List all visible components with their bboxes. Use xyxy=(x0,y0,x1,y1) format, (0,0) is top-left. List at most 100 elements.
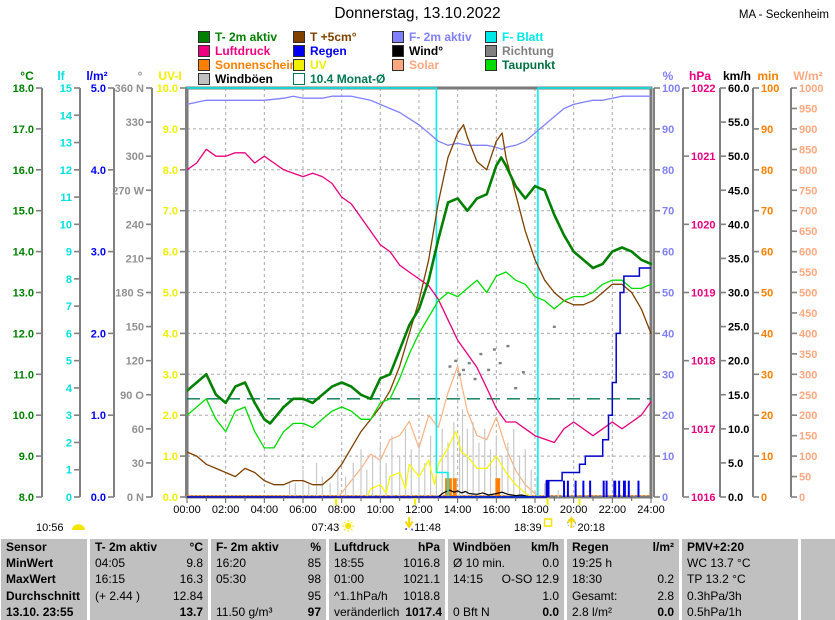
svg-text:210: 210 xyxy=(126,253,144,265)
svg-text:1020: 1020 xyxy=(691,219,715,231)
svg-text:50.0: 50.0 xyxy=(728,151,749,163)
legend-item-t-5cm-: T +5cm° xyxy=(293,30,357,44)
svg-text:5.0: 5.0 xyxy=(91,83,106,95)
svg-text:50: 50 xyxy=(799,472,811,484)
table-cell: veränderlich 1017.4 xyxy=(334,604,443,619)
svg-text:20.0: 20.0 xyxy=(728,356,749,368)
svg-text:7.0: 7.0 xyxy=(163,206,178,218)
svg-text:0.0: 0.0 xyxy=(728,492,743,504)
legend-label: F- 2m aktiv xyxy=(409,29,472,44)
axis-wm2: 1000950900850800750700650600550500450400… xyxy=(790,69,823,504)
axis-uv: 10.0 9.0 8.0 7.0 6.0 5.0 4.0 3.0 2.0 1.0 0.0 UV-I xyxy=(157,69,187,504)
table-cell: 0.3hPa/3h xyxy=(687,588,742,603)
legend-label: Luftdruck xyxy=(215,43,271,58)
page-title: Donnerstag, 13.10.2022 xyxy=(334,5,501,22)
table-cell: TP 13.2 °C xyxy=(687,572,746,587)
series-taupunkt xyxy=(186,271,652,449)
table-cell: MaxWert xyxy=(6,572,56,587)
svg-text:2: 2 xyxy=(66,437,72,449)
svg-text:1017: 1017 xyxy=(691,424,715,436)
svg-text:7: 7 xyxy=(66,301,72,313)
svg-text:15: 15 xyxy=(60,83,72,95)
svg-text:60: 60 xyxy=(132,424,144,436)
svg-text:70: 70 xyxy=(662,206,674,218)
table-cell: 19:25 h xyxy=(572,556,613,571)
svg-text:100: 100 xyxy=(799,451,817,463)
svg-text:600: 600 xyxy=(799,247,817,259)
legend-label: Regen xyxy=(310,43,347,58)
legend-swatch xyxy=(198,72,210,85)
svg-text:10.0: 10.0 xyxy=(13,410,34,422)
svg-text:14:00: 14:00 xyxy=(444,504,472,516)
svg-text:11.0: 11.0 xyxy=(13,369,34,381)
astro-markers: 10:56 07:43 11:48 18:39 20:18 xyxy=(36,498,605,534)
legend-item-t-2m-aktiv: T- 2m aktiv xyxy=(198,29,278,44)
svg-text:850: 850 xyxy=(799,144,817,156)
svg-text:100: 100 xyxy=(761,83,779,95)
legend-swatch xyxy=(198,58,210,71)
legend-swatch xyxy=(293,44,305,57)
legend-swatch xyxy=(392,44,404,57)
stats-table: Sensor MinWert MaxWert Durchschnitt 13.10. 2… xyxy=(1,539,835,620)
series-wind xyxy=(437,489,534,498)
table-col-luftdruck: Luftdruck hPa 18:55 1016.8 01:00 1021.1 ^1.1hP… xyxy=(329,539,445,620)
svg-text:0: 0 xyxy=(66,492,72,504)
axis-kmh: 60.0 55.0 50.0 45.0 40.0 35.0 30.0 25.0 20.0 15.0… xyxy=(719,69,751,504)
svg-text:12:00: 12:00 xyxy=(405,504,433,516)
svg-text:18:00: 18:00 xyxy=(521,504,549,516)
table-cell: ^1.1hPa/h 1018.8 xyxy=(334,588,440,603)
table-cell: (+ 2.44 ) 12.84 xyxy=(95,588,203,603)
axis-unit-uv: UV-I xyxy=(158,69,181,83)
svg-text:0: 0 xyxy=(662,492,668,504)
svg-text:0: 0 xyxy=(799,492,805,504)
svg-text:0.0: 0.0 xyxy=(163,492,178,504)
svg-text:13: 13 xyxy=(60,138,72,150)
table-cell: Regen l/m² xyxy=(572,540,674,554)
table-col-sensor: Sensor MinWert MaxWert Durchschnitt 13.10. 2… xyxy=(1,539,87,620)
svg-text:150: 150 xyxy=(126,322,144,334)
legend-swatch xyxy=(198,44,210,57)
legend-item-sonnenschein: Sonnenschein xyxy=(198,57,298,72)
legend-swatch xyxy=(293,72,305,85)
svg-text:8: 8 xyxy=(66,274,72,286)
svg-text:16.0: 16.0 xyxy=(13,165,34,177)
table-cell: 95 xyxy=(307,588,321,603)
table-cell: 18:30 0.2 xyxy=(572,572,674,587)
svg-text:3.0: 3.0 xyxy=(91,247,106,259)
svg-text:6.0: 6.0 xyxy=(163,247,178,259)
legend-item-solar: Solar xyxy=(392,58,439,72)
svg-text:6: 6 xyxy=(66,328,72,340)
legend-label: T- 2m aktiv xyxy=(215,29,278,44)
legend-item-10-4-monat-: 10.4 Monat-Ø xyxy=(293,72,385,86)
svg-text:1021: 1021 xyxy=(691,151,715,163)
svg-text:25.0: 25.0 xyxy=(728,322,749,334)
svg-text:2.0: 2.0 xyxy=(91,328,106,340)
legend-swatch xyxy=(293,30,305,43)
legend-label: Sonnenschein xyxy=(215,57,298,72)
svg-text:10: 10 xyxy=(761,451,773,463)
svg-text:2.0: 2.0 xyxy=(163,410,178,422)
table-col-t-2m-aktiv: T- 2m aktiv °C 04:05 9.8 16:15 16.3 (+ 2.44 ) 1… xyxy=(90,539,208,620)
svg-text:14.0: 14.0 xyxy=(13,247,34,259)
svg-text:1019: 1019 xyxy=(691,288,715,300)
svg-text:100: 100 xyxy=(662,83,680,95)
moonrise-icon xyxy=(566,516,576,528)
table-col-windb-en: Windböen km/h Ø 10 min. 0.0 14:15 O-SO 12.9 1.… xyxy=(448,539,564,620)
series-t2m xyxy=(185,156,653,425)
table-cell: Ø 10 min. 0.0 xyxy=(453,556,559,571)
axis-deg: 360 N 330 300 270 W 240 210 180 S 150 120 90 O 60 3… xyxy=(112,69,153,504)
svg-text:250: 250 xyxy=(799,390,817,402)
table-cell: 18:55 1016.8 xyxy=(334,556,440,571)
table-col-regen: Regen l/m² 19:25 h 18:30 0.2 Gesamt: 2.8 2.8 l/… xyxy=(567,539,679,620)
svg-text:14: 14 xyxy=(60,110,73,122)
axis-unit-min: min xyxy=(757,69,778,83)
svg-text:45.0: 45.0 xyxy=(728,185,749,197)
svg-text:55.0: 55.0 xyxy=(728,117,749,129)
svg-text:270 W: 270 W xyxy=(112,185,144,197)
svg-text:15.0: 15.0 xyxy=(13,206,34,218)
legend-item-regen: Regen xyxy=(293,43,347,58)
svg-text:40: 40 xyxy=(761,328,773,340)
table-cell: 16:15 16.3 xyxy=(95,572,203,587)
